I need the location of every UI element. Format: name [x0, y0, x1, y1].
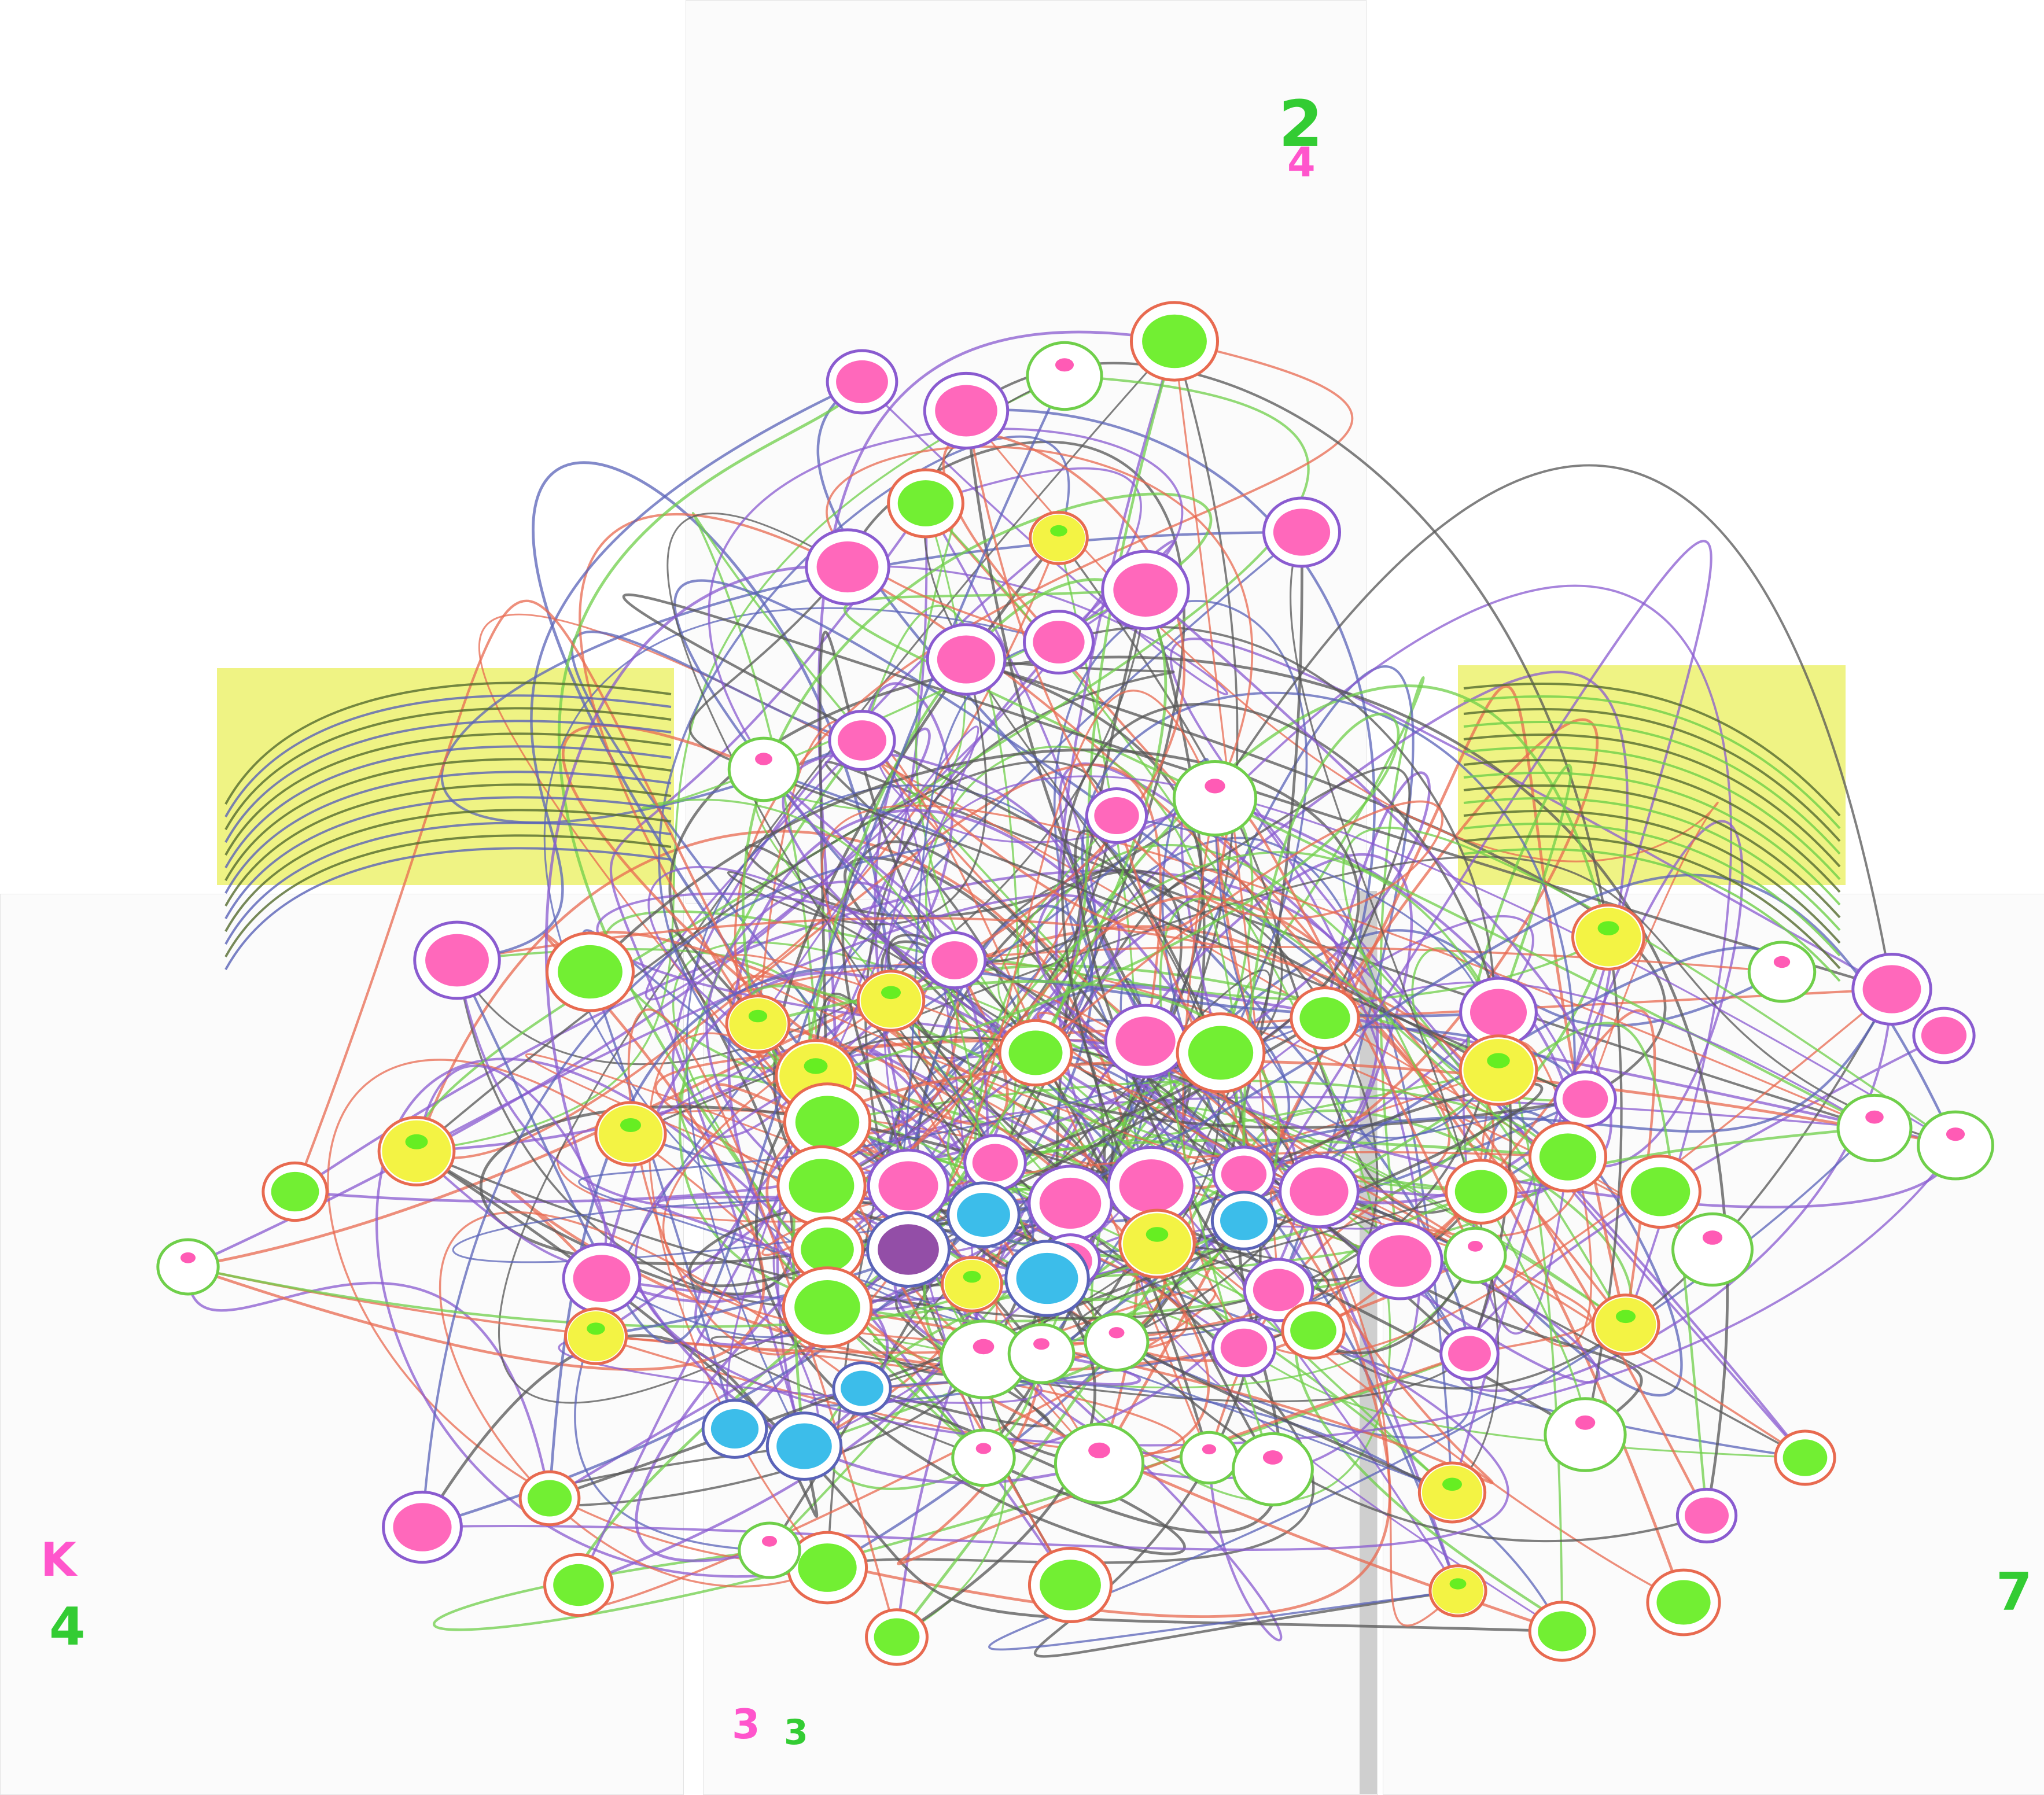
page-mark-top-pink: 4 — [1287, 139, 1316, 186]
page-mark-top-green: 2 — [1279, 87, 1323, 161]
page-mark-right-green: 7 — [1996, 1562, 2032, 1623]
page-mark-left-green: 4 — [49, 1597, 86, 1657]
page-mark-center-green: 3 — [784, 1712, 808, 1753]
page-mark-left-pink: K — [40, 1533, 76, 1587]
page-mark-center-pink: 3 — [732, 1701, 760, 1748]
